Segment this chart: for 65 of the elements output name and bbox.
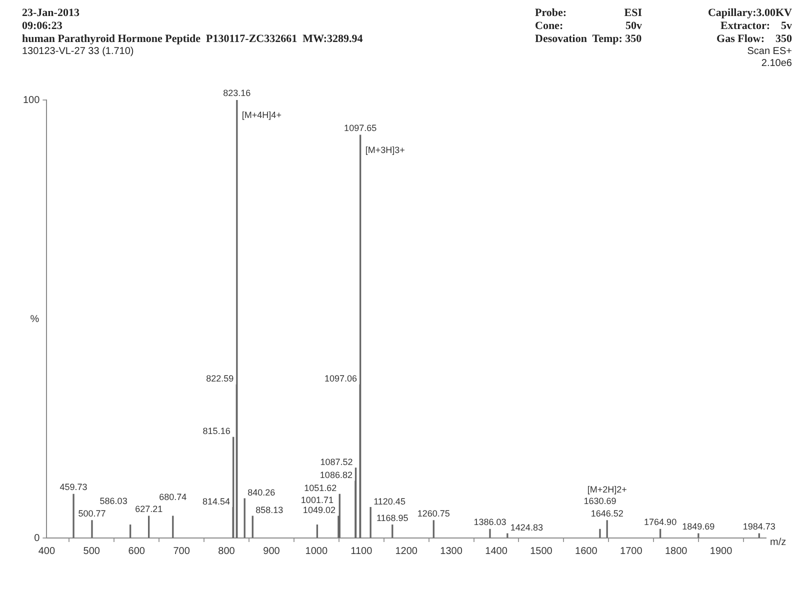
x-tick-label: 1200 (395, 546, 418, 557)
annotation: 627.21 (135, 504, 163, 514)
y-axis-title: % (30, 314, 40, 325)
annotation: 586.03 (100, 496, 128, 506)
annotation: 1646.52 (590, 508, 624, 518)
annotation: [M+2H]2+ (587, 484, 627, 494)
annotation: 1849.69 (682, 522, 715, 532)
annotation: 1120.45 (374, 496, 406, 506)
x-tick-label: 400 (38, 546, 56, 557)
text: Scan ES+ (747, 46, 792, 58)
x-tick-label: 1100 (350, 546, 373, 557)
text: Capillary:3.00KV (708, 7, 792, 19)
x-tick-label: 1000 (305, 546, 328, 557)
annotation: 1424.83 (510, 522, 543, 533)
x-tick-label: 1700 (620, 546, 643, 557)
y-tick-label: 100 (22, 94, 40, 106)
text: 23-Jan-2013 (22, 7, 80, 19)
x-tick-label: 1600 (575, 546, 598, 557)
annotation: 1087.52 (320, 456, 353, 467)
x-axis-title: m/z (770, 536, 786, 548)
annotation: 858.13 (256, 505, 284, 516)
text: Extractor: 5v (720, 20, 792, 32)
annotation: 1097.06 (324, 374, 358, 384)
annotation: 1001.71 (300, 494, 334, 505)
chart-title: human Parathyroid Hormone Peptide P130117-ZC332661 MW:3289.94 (22, 33, 363, 45)
text: Desovation Temp: 350 (535, 33, 642, 45)
annotation: 814.54 (202, 496, 230, 506)
y-tick-label: 0 (34, 532, 40, 544)
annotation: 1049.02 (302, 505, 336, 516)
x-tick-label: 800 (218, 546, 236, 557)
annotation: 815.16 (202, 426, 230, 436)
annotation: 840.26 (248, 488, 276, 498)
text: ESI (624, 7, 642, 19)
x-tick-label: 1500 (530, 546, 553, 557)
annotation: [M+3H]3+ (365, 145, 405, 156)
x-tick-label: 500 (83, 546, 100, 557)
text: Cone: (535, 20, 564, 32)
text: 130123-VL-27 33 (1.710) (22, 46, 134, 58)
annotation: 1086.82 (320, 470, 352, 480)
x-tick-label: 1300 (440, 546, 463, 557)
annotation: 1764.90 (644, 517, 677, 528)
annotation: 1051.62 (304, 483, 337, 494)
text: Gas Flow: 350 (716, 33, 792, 45)
annotation: 1630.69 (584, 496, 616, 506)
x-tick-label: 900 (263, 546, 280, 557)
x-tick-label: 1900 (710, 546, 733, 557)
annotation: 1260.75 (417, 508, 450, 518)
text: 09:06:23 (22, 20, 62, 32)
annotation: 1097.65 (344, 123, 377, 134)
x-tick-label: 1400 (485, 546, 508, 557)
annotation: 1168.95 (376, 512, 408, 523)
text: Probe: (535, 7, 567, 19)
annotation: 1386.03 (474, 517, 506, 528)
annotation: 822.59 (206, 374, 234, 384)
x-tick-label: 600 (128, 546, 146, 557)
annotation: 1984.73 (742, 522, 776, 532)
annotation: 500.77 (78, 508, 106, 518)
text: 2.10e6 (761, 58, 792, 70)
x-tick-label: 1800 (664, 546, 688, 557)
annotation: 459.73 (60, 482, 88, 492)
annotation: [M+4H]4+ (242, 110, 282, 120)
annotation: 680.74 (159, 492, 187, 502)
annotation: 823.16 (223, 88, 251, 98)
x-tick-label: 700 (173, 546, 190, 557)
text: 50v (626, 20, 642, 32)
